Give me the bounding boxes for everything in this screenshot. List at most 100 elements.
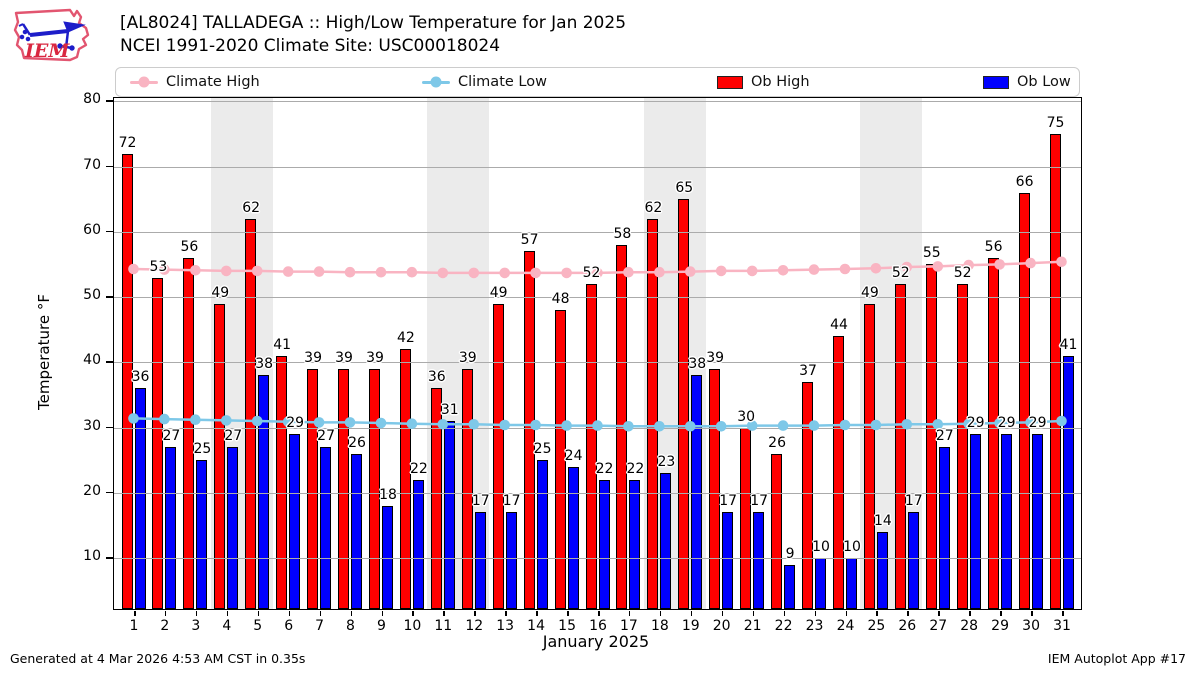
x-tick-label: 4 [222, 618, 232, 634]
ob-high-bar [399, 349, 411, 609]
y-tick-mark [106, 557, 113, 559]
x-tick-label: 6 [284, 618, 294, 634]
climate-low-marker [530, 419, 541, 431]
ob-low-value-label: 17 [750, 493, 769, 510]
ob-high-bar [554, 310, 566, 609]
x-tick-label: 17 [619, 618, 638, 634]
x-tick-mark [907, 611, 909, 616]
climate-high-marker [777, 265, 789, 276]
ob-low-value-label: 27 [162, 428, 181, 445]
x-tick-label: 31 [1053, 618, 1071, 634]
x-tick-mark [567, 611, 569, 616]
ob-low-bar [691, 375, 703, 609]
plot-area: 72 36 53 27 56 25 49 27 62 38 41 29 39 27 39 26 39 18 42 22… [113, 97, 1082, 610]
x-tick-label: 29 [991, 618, 1010, 634]
climate-high-marker [313, 266, 325, 277]
ob-low-bar [258, 375, 270, 609]
y-tick-mark [106, 361, 113, 363]
ob-low-value-label: 22 [409, 460, 428, 477]
climate-low-marker [221, 415, 232, 426]
legend-item-climate-high: Climate High [130, 68, 260, 96]
ob-low-value-label: 17 [904, 493, 923, 510]
ob-high-bar [987, 257, 999, 609]
x-axis-title: January 2025 [542, 632, 650, 651]
x-tick-label: 25 [867, 618, 886, 634]
iem-logo: IEM [13, 8, 90, 62]
ob-low-value-label: 23 [657, 454, 676, 471]
ob-high-value-label: 56 [984, 238, 1003, 255]
x-tick-mark [505, 611, 507, 616]
title-line-1: [AL8024] TALLADEGA :: High/Low Temperatu… [120, 13, 627, 33]
ob-high-bar [276, 355, 288, 609]
x-tick-mark [1031, 611, 1033, 616]
climate-low-marker [561, 420, 572, 431]
climate-high-marker [932, 261, 944, 272]
x-tick-mark [350, 611, 352, 616]
climate-low-marker [994, 417, 1005, 429]
ob-high-value-label: 75 [1046, 114, 1065, 131]
ob-low-bar [289, 434, 301, 609]
ob-high-value-label: 62 [644, 199, 663, 216]
climate-high-marker [251, 265, 263, 277]
ob-low-value-label: 9 [785, 545, 795, 562]
x-tick-mark [134, 611, 136, 616]
climate-high-marker [561, 267, 572, 279]
ob-low-value-label: 14 [873, 513, 892, 529]
climate-high-marker [190, 265, 201, 276]
ob-high-bar [461, 368, 473, 609]
ob-low-bar [412, 479, 424, 609]
climate-high-line-marker [130, 76, 158, 88]
climate-low-marker [313, 417, 325, 428]
ob-high-bar [245, 218, 257, 609]
climate-high-marker [128, 263, 139, 275]
x-tick-label: 23 [805, 618, 824, 634]
x-tick-label: 26 [898, 618, 917, 634]
x-tick-mark [752, 611, 755, 616]
gridline [114, 297, 1081, 298]
climate-high-marker [1056, 256, 1067, 268]
ob-low-bar [1062, 355, 1074, 609]
ob-high-bar [647, 218, 659, 609]
ob-low-value-label: 26 [348, 434, 366, 451]
climate-low-marker [282, 416, 294, 428]
ob-high-value-label: 26 [768, 434, 787, 451]
climate-low-marker [159, 413, 170, 425]
climate-high-marker [1025, 257, 1036, 269]
climate-high-marker [715, 265, 727, 277]
ob-high-bar [430, 388, 442, 609]
ob-low-bar [227, 447, 239, 609]
x-tick-mark [721, 611, 724, 616]
climate-low-marker [963, 418, 974, 430]
ob-high-swatch [717, 75, 743, 89]
ob-high-value-label: 39 [458, 349, 477, 366]
ob-low-value-label: 38 [255, 356, 274, 373]
ob-high-value-label: 44 [830, 317, 848, 334]
page-title: [AL8024] TALLADEGA :: High/Low Temperatu… [120, 12, 626, 58]
x-tick-mark [381, 611, 383, 616]
x-tick-mark [257, 611, 260, 616]
generated-timestamp: Generated at 4 Mar 2026 4:53 AM CST in 0… [10, 651, 306, 666]
title-line-2: NCEI 1991-2020 Climate Site: USC00018024 [120, 36, 501, 56]
ob-low-value-label: 41 [1059, 336, 1078, 353]
x-tick-label: 22 [774, 618, 793, 634]
ob-low-bar [474, 512, 486, 609]
ob-low-value-label: 27 [224, 428, 243, 445]
climate-low-marker [592, 420, 603, 431]
ob-low-value-label: 24 [564, 447, 583, 464]
y-tick-label: 60 [83, 221, 101, 238]
climate-low-marker [839, 419, 851, 431]
ob-low-value-label: 31 [440, 402, 459, 418]
climate-high-marker [282, 266, 294, 277]
y-tick-mark [106, 100, 113, 102]
climate-high-marker [499, 267, 511, 279]
x-tick-mark [876, 611, 878, 616]
gridline [114, 166, 1081, 168]
x-tick-label: 27 [929, 618, 948, 634]
climate-high-marker [375, 266, 387, 278]
climate-low-marker [128, 413, 139, 424]
climate-low-marker [344, 417, 356, 428]
ob-low-value-label: 22 [626, 460, 645, 477]
ob-high-value-label: 30 [737, 408, 756, 425]
x-tick-mark [319, 611, 322, 616]
y-tick-label: 40 [83, 352, 101, 369]
